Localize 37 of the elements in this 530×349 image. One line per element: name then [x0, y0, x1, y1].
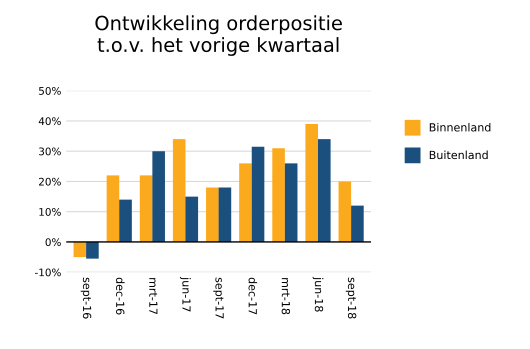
- bar: [106, 175, 120, 242]
- bar: [152, 151, 165, 242]
- x-tick-label: dec-17: [248, 278, 258, 314]
- x-tick-label: sept-17: [213, 278, 224, 318]
- bar: [206, 188, 219, 242]
- y-tick-label: 10%: [39, 208, 61, 216]
- bar: [74, 242, 86, 258]
- bar: [239, 163, 252, 242]
- y-tick-label: 40%: [38, 117, 61, 126]
- x-tick-label: mrt-18: [282, 278, 290, 314]
- bar: [318, 139, 331, 242]
- x-tick-label: dec-16: [116, 278, 125, 315]
- chart-title: Ontwikkeling orderpositie t.o.v. het vorige kwartaal: [95, 15, 342, 56]
- bar: [338, 181, 352, 242]
- bar: [284, 163, 298, 242]
- y-tick-label: 0%: [46, 238, 61, 246]
- x-tick-label: mrt-17: [149, 278, 158, 314]
- bar: [305, 124, 318, 242]
- x-tick-label: jun-18: [312, 276, 324, 312]
- legend-label: Buitenland: [430, 150, 488, 160]
- x-tick-label: sept-16: [80, 278, 92, 319]
- bar: [218, 188, 232, 242]
- bar: [252, 146, 264, 242]
- y-tick-label: -10%: [34, 268, 61, 276]
- bar: [86, 242, 99, 259]
- y-tick-label: 50%: [39, 86, 61, 95]
- legend-label: Binnenland: [430, 122, 490, 132]
- bar: [172, 139, 186, 242]
- x-tick-label: sept-18: [346, 278, 356, 319]
- x-tick-label: jun-17: [180, 276, 191, 312]
- bar: [272, 148, 285, 242]
- bar: [186, 196, 198, 242]
- y-tick-label: 30%: [39, 147, 61, 156]
- bar: [140, 175, 152, 242]
- bar: [351, 206, 364, 242]
- y-tick-label: 20%: [39, 178, 61, 186]
- bar: [119, 200, 132, 242]
